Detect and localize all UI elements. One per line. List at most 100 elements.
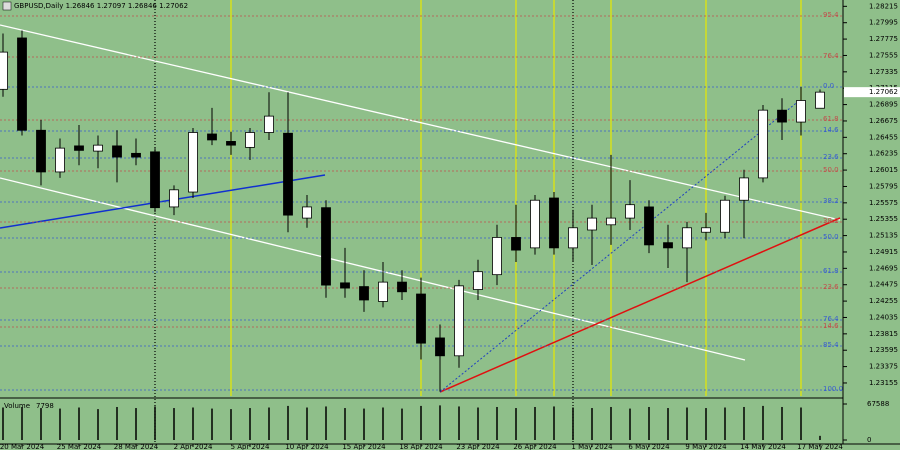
y-tick-label: 1.26675	[869, 117, 898, 125]
price-box	[844, 87, 900, 98]
x-tick-label: 6 May 2024	[628, 443, 670, 450]
candle-body	[378, 281, 388, 302]
x-tick-label: 1 May 2024	[571, 443, 613, 450]
candle-body	[720, 199, 730, 233]
candle-body	[150, 151, 160, 209]
candle-body	[112, 145, 122, 158]
fib-label: 14.6	[823, 322, 839, 330]
candle-body	[93, 144, 103, 152]
candle-body	[416, 293, 426, 344]
y-tick-label: 1.24255	[869, 297, 898, 305]
fib-label: 50.0	[823, 166, 839, 174]
candle-body	[397, 281, 407, 293]
y-tick-label: 1.27555	[869, 51, 898, 59]
fib-label: 85.4	[823, 341, 839, 349]
trend-line	[439, 217, 841, 393]
y-tick-label: 1.27335	[869, 68, 898, 76]
candle-body	[663, 242, 673, 249]
y-tick-label: 1.23595	[869, 346, 898, 354]
candle-body	[321, 207, 331, 286]
y-tick-label: 1.26455	[869, 133, 898, 141]
trend-line	[0, 24, 841, 221]
candle-body	[264, 115, 274, 133]
candle-body	[188, 132, 198, 193]
candle-body	[758, 109, 768, 179]
candle-body	[36, 129, 46, 173]
symbol-icon	[2, 1, 12, 11]
x-tick-label: 15 Apr 2024	[342, 443, 386, 450]
candle-body	[549, 197, 559, 249]
price-label: 1.27062	[869, 88, 898, 96]
candle-body	[682, 227, 692, 249]
x-tick-label: 14 May 2024	[740, 443, 786, 450]
x-tick-label: 10 Apr 2024	[285, 443, 329, 450]
y-tick-label: 1.24035	[869, 313, 898, 321]
candle-body	[701, 227, 711, 233]
fib-label: 14.6	[823, 126, 839, 134]
x-tick-label: 9 May 2024	[685, 443, 727, 450]
y-tick-label: 1.24695	[869, 264, 898, 272]
fib-label: 76.4	[823, 315, 839, 323]
volume-tick-label: 67588	[867, 400, 889, 408]
x-tick-label: 17 May 2024	[797, 443, 843, 450]
fib-label: 76.4	[823, 52, 839, 60]
volume-title: Volume	[4, 402, 30, 410]
candle-body	[207, 133, 217, 141]
y-tick-label: 1.26235	[869, 150, 898, 158]
y-tick-label: 1.23155	[869, 379, 898, 387]
y-tick-label: 1.23815	[869, 330, 898, 338]
candle-body	[131, 152, 141, 158]
y-tick-label: 1.25575	[869, 199, 898, 207]
trend-line	[0, 174, 326, 229]
candle-body	[302, 206, 312, 219]
candle-body	[17, 37, 27, 131]
fib-label: 100.0	[823, 385, 843, 393]
trend-lines	[0, 24, 841, 393]
candle-body	[473, 271, 483, 290]
y-tick-label: 1.23375	[869, 363, 898, 371]
x-tick-label: 18 Apr 2024	[399, 443, 443, 450]
candle-body	[454, 285, 464, 357]
candle-body	[492, 237, 502, 276]
x-tick-label: 20 Mar 2024	[0, 443, 45, 450]
fib-label: 61.8	[823, 267, 839, 275]
y-tick-label: 1.25135	[869, 232, 898, 240]
candle-body	[530, 199, 540, 249]
fib-label: 61.8	[823, 115, 839, 123]
candle-body	[568, 227, 578, 249]
fib-label: 0.0	[823, 82, 834, 90]
candle-body	[226, 141, 236, 146]
candle-body	[587, 217, 597, 231]
y-tick-label: 1.25795	[869, 182, 898, 190]
candle-body	[511, 237, 521, 251]
y-tick-label: 1.25355	[869, 215, 898, 223]
candle-body	[739, 177, 749, 201]
y-tick-label: 1.26895	[869, 101, 898, 109]
volume-tick-label: 0	[867, 436, 871, 444]
candle-body	[283, 132, 293, 216]
candle-body	[815, 91, 825, 109]
candle-body	[169, 189, 179, 208]
candle-body	[606, 217, 616, 226]
x-tick-label: 25 Mar 2024	[57, 443, 102, 450]
fib-baseline	[439, 99, 801, 393]
fib-label: 95.4	[823, 11, 839, 19]
candle-body	[777, 109, 787, 123]
volume-last: 7798	[36, 402, 54, 410]
candle-body	[340, 282, 350, 289]
fib-label: 23.6	[823, 153, 839, 161]
y-tick-label: 1.24475	[869, 281, 898, 289]
chart-title: GBPUSD,Daily 1.26846 1.27097 1.26846 1.2…	[14, 2, 188, 10]
x-tick-label: 5 Apr 2024	[231, 443, 270, 450]
x-tick-label: 23 Apr 2024	[456, 443, 500, 450]
y-tick-label: 1.27995	[869, 19, 898, 27]
y-tick-label: 1.28215	[869, 2, 898, 10]
y-tick-label: 1.27775	[869, 35, 898, 43]
candle-body	[359, 286, 369, 301]
fib-label: 38.2	[823, 197, 839, 205]
candle-body	[55, 147, 65, 173]
y-tick-label: 1.24915	[869, 248, 898, 256]
